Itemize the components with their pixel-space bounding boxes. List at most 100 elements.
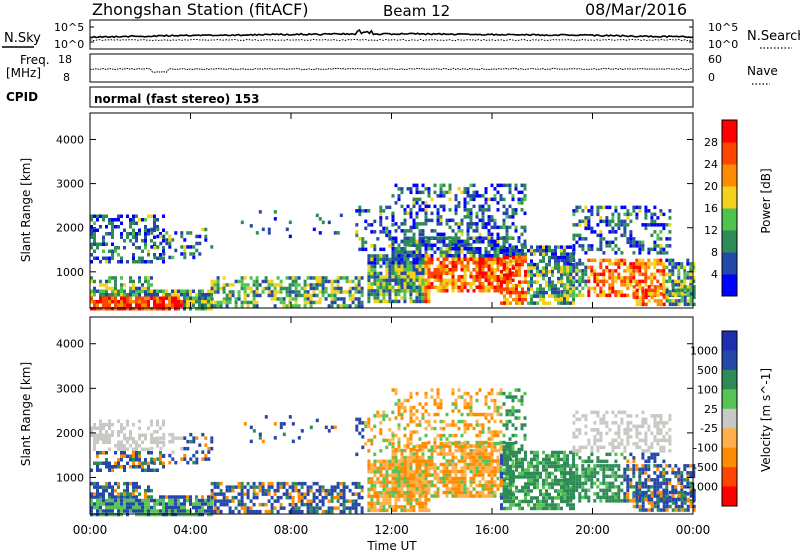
power-cell bbox=[216, 286, 220, 291]
power-cell bbox=[548, 262, 551, 267]
velocity-cell bbox=[409, 416, 413, 420]
power-cell bbox=[373, 292, 377, 297]
velocity-cell bbox=[379, 466, 383, 471]
power-cell bbox=[315, 286, 319, 291]
power-cell bbox=[129, 279, 132, 284]
nave-label: Nave bbox=[747, 64, 778, 78]
power-cell bbox=[135, 246, 138, 250]
velocity-cell bbox=[177, 505, 180, 510]
velocity-cell bbox=[246, 492, 250, 496]
velocity-cell bbox=[551, 478, 554, 483]
velocity-cell bbox=[424, 466, 428, 470]
power-cell bbox=[503, 297, 506, 302]
power-cell bbox=[183, 245, 187, 249]
power-cell bbox=[144, 228, 147, 232]
velocity-cell bbox=[439, 469, 443, 474]
velocity-cell bbox=[123, 468, 126, 472]
velocity-cell bbox=[279, 495, 283, 500]
power-cell bbox=[379, 209, 383, 213]
power-cell bbox=[147, 214, 150, 218]
power-cell bbox=[114, 289, 117, 293]
velocity-cell bbox=[138, 485, 141, 489]
power-cell bbox=[505, 232, 509, 237]
power-cell bbox=[590, 230, 594, 234]
velocity-cell bbox=[294, 488, 298, 493]
power-cell bbox=[677, 283, 681, 287]
power-cell bbox=[108, 232, 111, 236]
velocity-cell bbox=[189, 432, 193, 437]
power-cell bbox=[545, 262, 548, 267]
power-cell bbox=[490, 225, 494, 230]
power-cell bbox=[186, 245, 190, 249]
power-cell bbox=[99, 279, 102, 284]
velocity-cell bbox=[162, 432, 166, 437]
power-cell bbox=[499, 225, 503, 230]
power-cell bbox=[620, 262, 624, 266]
velocity-cell bbox=[394, 466, 398, 471]
velocity-cell bbox=[213, 502, 217, 507]
power-cell bbox=[499, 236, 503, 240]
velocity-cell bbox=[475, 444, 479, 448]
power-cell bbox=[412, 261, 416, 265]
power-cell bbox=[255, 286, 259, 291]
velocity-cell bbox=[415, 466, 419, 470]
power-cell bbox=[397, 299, 401, 304]
power-cell bbox=[509, 259, 512, 263]
power-cell bbox=[108, 293, 111, 297]
velocity-cell bbox=[117, 440, 120, 444]
velocity-cell bbox=[382, 505, 386, 509]
power-cell bbox=[255, 304, 259, 308]
power-cell bbox=[354, 276, 358, 280]
power-cell bbox=[659, 209, 663, 213]
velocity-cell bbox=[216, 506, 220, 510]
power-cell bbox=[439, 187, 443, 191]
power-cell bbox=[454, 211, 458, 216]
power-cell bbox=[270, 279, 274, 284]
power-cell bbox=[530, 301, 533, 305]
power-cell bbox=[557, 297, 560, 302]
power-cell bbox=[415, 278, 419, 282]
power-cell bbox=[379, 289, 383, 293]
velocity-cell bbox=[454, 476, 458, 481]
power-cell bbox=[385, 292, 389, 297]
velocity-cell bbox=[373, 480, 377, 485]
velocity-cell bbox=[551, 464, 554, 469]
power-cell bbox=[318, 217, 322, 221]
velocity-cell bbox=[240, 488, 244, 493]
power-cell bbox=[318, 276, 322, 280]
velocity-cell bbox=[213, 509, 217, 514]
power-cell bbox=[587, 276, 591, 280]
power-cell bbox=[288, 286, 292, 291]
power-cell bbox=[454, 243, 458, 247]
power-cell bbox=[111, 293, 114, 297]
velocity-cell bbox=[222, 492, 226, 496]
velocity-cell bbox=[355, 417, 359, 422]
velocity-cell bbox=[415, 490, 419, 495]
power-cell bbox=[370, 275, 374, 279]
velocity-cell bbox=[469, 452, 473, 456]
power-cell bbox=[433, 183, 437, 188]
power-cell bbox=[632, 240, 636, 245]
velocity-cell bbox=[382, 477, 386, 481]
velocity-cell bbox=[93, 447, 96, 451]
power-cell bbox=[273, 286, 277, 291]
power-cell bbox=[581, 219, 585, 224]
power-cell bbox=[572, 209, 576, 213]
power-cell bbox=[566, 245, 569, 249]
power-cell bbox=[545, 248, 548, 253]
velocity-cell bbox=[391, 433, 395, 438]
power-cell bbox=[671, 302, 675, 307]
velocity-cell bbox=[183, 453, 187, 458]
power-cell bbox=[285, 286, 289, 291]
power-cell bbox=[415, 201, 419, 205]
power-cell bbox=[665, 237, 669, 241]
velocity-cell bbox=[159, 454, 162, 458]
power-cell bbox=[463, 285, 467, 289]
power-cell bbox=[96, 242, 99, 246]
velocity-cell bbox=[312, 492, 316, 496]
power-cell bbox=[451, 247, 455, 251]
velocity-cell bbox=[373, 487, 377, 492]
power-cell bbox=[677, 276, 681, 280]
power-cell bbox=[192, 300, 195, 304]
power-cell bbox=[391, 211, 395, 216]
